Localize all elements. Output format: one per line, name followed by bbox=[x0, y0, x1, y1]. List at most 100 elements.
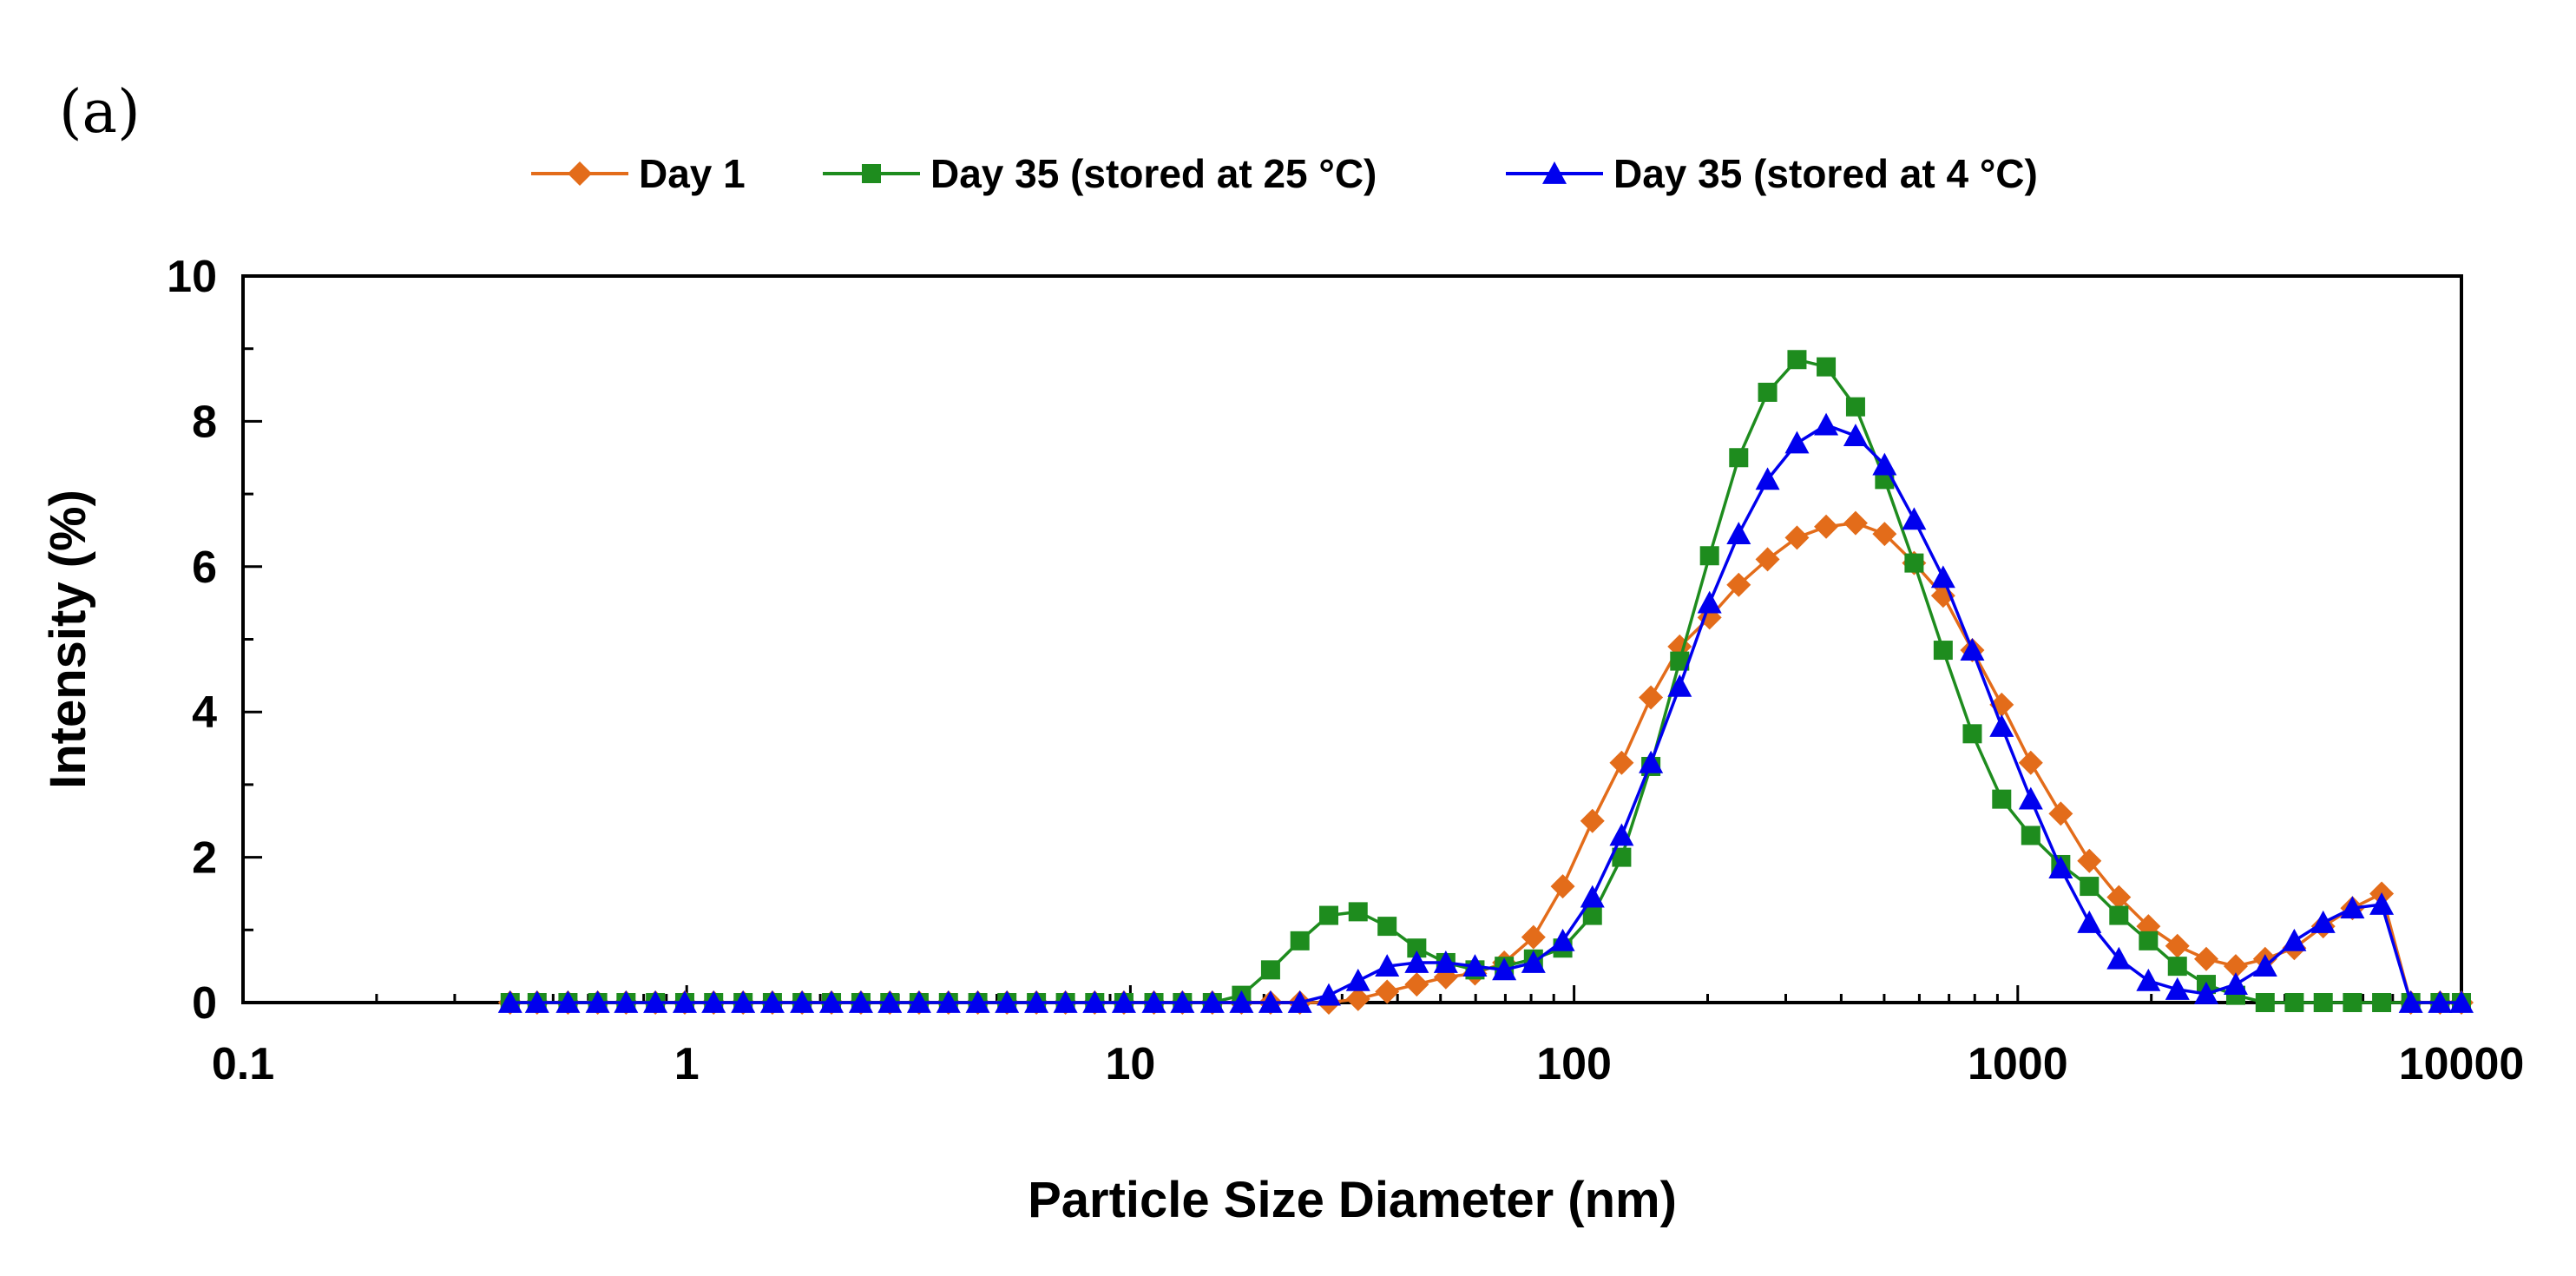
data-point bbox=[672, 990, 697, 1013]
data-point bbox=[1345, 968, 1370, 991]
data-point bbox=[1462, 954, 1488, 977]
data-point bbox=[819, 990, 844, 1013]
data-point bbox=[1755, 547, 1780, 572]
y-tick-label: 4 bbox=[192, 687, 217, 738]
series-line bbox=[509, 358, 2461, 1004]
data-point bbox=[906, 990, 931, 1013]
data-point bbox=[1024, 990, 1049, 1013]
data-point bbox=[555, 990, 581, 1013]
x-tick-label: 10000 bbox=[2399, 1039, 2525, 1089]
data-point bbox=[2449, 990, 2474, 1013]
data-point bbox=[1170, 990, 1195, 1013]
data-point bbox=[1814, 514, 1839, 539]
legend-item-3: Day 35 (stored at 4 °C) bbox=[1506, 151, 2038, 196]
data-point bbox=[1521, 950, 1546, 973]
data-point bbox=[1609, 823, 1634, 846]
data-point bbox=[1904, 553, 1924, 573]
data-point bbox=[1817, 357, 1837, 377]
data-point bbox=[2193, 981, 2218, 1004]
series-2 bbox=[500, 350, 2471, 1012]
data-point bbox=[2165, 977, 2190, 1000]
data-point bbox=[1375, 979, 1400, 1004]
data-point bbox=[759, 990, 785, 1013]
data-point bbox=[1318, 905, 1338, 925]
plot-frame bbox=[241, 274, 2463, 1004]
series-1 bbox=[497, 510, 2474, 1015]
data-point bbox=[2077, 910, 2102, 933]
data-point bbox=[1872, 452, 1897, 476]
data-point bbox=[1290, 931, 1310, 950]
data-point bbox=[1580, 808, 1605, 833]
data-point bbox=[2048, 801, 2073, 826]
data-point bbox=[1609, 750, 1634, 775]
data-point bbox=[585, 990, 610, 1013]
data-point bbox=[1697, 590, 1722, 614]
data-point bbox=[1521, 924, 1546, 950]
data-point bbox=[1053, 990, 1078, 1013]
data-point bbox=[2165, 933, 2190, 958]
plot-area: 0.1 1 10 100 1000 10000 0 2 4 6 8 10 bbox=[167, 252, 2524, 1089]
data-point bbox=[1229, 990, 1254, 1013]
data-point bbox=[1933, 641, 1953, 661]
data-point bbox=[731, 990, 756, 1013]
legend-label: Day 35 (stored at 4 °C) bbox=[1613, 151, 2038, 196]
data-point bbox=[965, 990, 990, 1013]
legend: Day 1 Day 35 (stored at 25 °C) Day 35 (sto… bbox=[531, 151, 2038, 196]
legend-marker bbox=[1542, 161, 1567, 184]
data-point bbox=[2021, 825, 2040, 845]
legend-label: Day 1 bbox=[639, 151, 746, 196]
series-line bbox=[509, 521, 2461, 1004]
data-point bbox=[2106, 885, 2132, 910]
data-point bbox=[1784, 525, 1810, 550]
x-tick-label: 1000 bbox=[1968, 1039, 2068, 1089]
y-tick-label: 8 bbox=[192, 397, 217, 447]
data-point bbox=[1962, 724, 1982, 744]
data-point bbox=[2428, 990, 2453, 1013]
legend-item-1: Day 1 bbox=[531, 151, 746, 196]
data-point bbox=[524, 990, 549, 1013]
data-point bbox=[1612, 847, 1632, 867]
data-point bbox=[1345, 986, 1370, 1011]
data-point bbox=[1258, 990, 1283, 1013]
data-point bbox=[1404, 950, 1429, 973]
x-axis-ticks: 0.1 1 10 100 1000 10000 bbox=[212, 985, 2524, 1089]
x-tick-label: 1 bbox=[674, 1039, 700, 1089]
data-point bbox=[1550, 874, 1575, 899]
data-point bbox=[1699, 546, 1719, 566]
data-point bbox=[1902, 507, 1927, 530]
data-point bbox=[1814, 412, 1839, 436]
panel-label: (a) bbox=[59, 78, 141, 147]
data-point bbox=[1316, 983, 1341, 1006]
data-point bbox=[2080, 877, 2100, 897]
data-point bbox=[1843, 424, 1868, 447]
data-point bbox=[2018, 750, 2043, 775]
data-point bbox=[848, 990, 873, 1013]
data-point bbox=[2282, 928, 2307, 951]
series-3 bbox=[497, 412, 2474, 1013]
data-point bbox=[1992, 789, 2012, 809]
legend-marker bbox=[862, 164, 881, 183]
data-point bbox=[1377, 917, 1397, 937]
data-point bbox=[1375, 954, 1400, 977]
data-point bbox=[1082, 990, 1107, 1013]
data-point bbox=[1141, 990, 1166, 1013]
data-point bbox=[2106, 946, 2132, 970]
data-point bbox=[877, 990, 903, 1013]
data-point bbox=[2048, 856, 2073, 879]
data-point bbox=[497, 990, 522, 1013]
data-point bbox=[1550, 928, 1575, 951]
data-point bbox=[1667, 674, 1692, 697]
data-point bbox=[2252, 954, 2277, 977]
data-point bbox=[701, 990, 726, 1013]
data-point bbox=[1639, 750, 1664, 773]
x-tick-label: 0.1 bbox=[212, 1039, 274, 1089]
data-point bbox=[2310, 910, 2336, 933]
data-point bbox=[936, 990, 961, 1013]
data-point bbox=[1758, 382, 1778, 402]
data-point bbox=[1784, 431, 1810, 454]
data-point bbox=[1670, 651, 1690, 671]
x-tick-label: 10 bbox=[1105, 1039, 1155, 1089]
data-point bbox=[1404, 972, 1429, 997]
legend-marker bbox=[568, 161, 592, 186]
data-point bbox=[1492, 957, 1517, 981]
